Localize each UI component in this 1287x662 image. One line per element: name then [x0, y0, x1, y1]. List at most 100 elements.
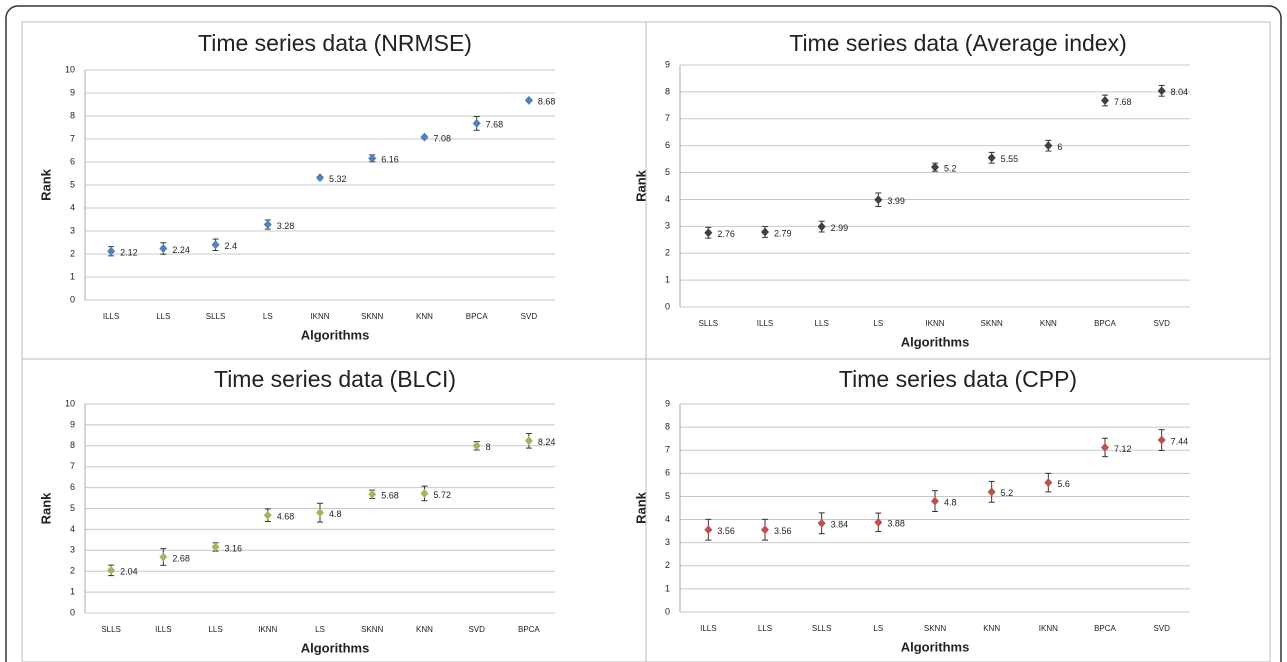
y-tick-label: 8 — [665, 86, 670, 96]
x-tick-label: KNN — [416, 625, 433, 634]
value-label: 2.99 — [831, 223, 849, 233]
data-point — [931, 162, 939, 172]
value-label: 7.68 — [486, 120, 504, 130]
data-point — [263, 510, 272, 520]
y-tick-label: 5 — [665, 491, 670, 501]
y-tick-label: 7 — [70, 461, 75, 471]
x-tick-label: LS — [873, 319, 883, 328]
data-point — [1044, 478, 1053, 488]
y-tick-label: 3 — [665, 221, 670, 231]
x-tick-label: BPCA — [1094, 319, 1116, 328]
data-point — [211, 240, 220, 250]
value-label: 5.6 — [1057, 479, 1070, 489]
value-label: 2.76 — [717, 229, 735, 239]
x-tick-label: ILLS — [155, 625, 171, 634]
data-point — [987, 487, 996, 497]
y-tick-label: 0 — [70, 607, 75, 617]
x-tick-label: SLLS — [812, 624, 832, 633]
x-tick-label: LS — [315, 625, 325, 634]
value-label: 7.68 — [1114, 97, 1132, 107]
x-tick-label: SVD — [521, 312, 538, 321]
y-tick-label: 9 — [70, 87, 75, 97]
y-tick-label: 4 — [665, 194, 670, 204]
data-point — [817, 518, 826, 528]
x-tick-label: LLS — [156, 312, 170, 321]
y-tick-label: 3 — [70, 545, 75, 555]
data-point — [1157, 86, 1166, 96]
x-axis-label: Algorithms — [901, 639, 970, 654]
x-tick-label: ILLS — [103, 312, 119, 321]
value-label: 2.24 — [172, 245, 190, 255]
y-tick-label: 0 — [665, 606, 670, 616]
data-point — [107, 565, 116, 575]
x-tick-label: SVD — [1153, 319, 1170, 328]
value-label: 6.16 — [381, 155, 399, 165]
data-point — [931, 496, 939, 506]
y-tick-label: 3 — [70, 225, 75, 235]
value-label: 3.99 — [887, 196, 905, 206]
data-point — [1044, 141, 1053, 151]
data-point — [874, 517, 883, 527]
data-point — [107, 246, 116, 256]
value-label: 2.79 — [774, 228, 792, 238]
y-tick-label: 9 — [70, 419, 75, 429]
x-tick-label: ILLS — [700, 624, 716, 633]
y-tick-label: 2 — [665, 560, 670, 570]
data-point — [159, 243, 168, 253]
value-label: 5.32 — [329, 174, 347, 184]
y-tick-label: 10 — [65, 398, 75, 408]
x-tick-label: BPCA — [1094, 624, 1116, 633]
data-point — [420, 132, 429, 142]
value-label: 8.24 — [538, 437, 556, 447]
x-tick-label: LLS — [815, 319, 829, 328]
y-axis-label: Rank — [38, 492, 53, 525]
data-point — [211, 542, 220, 552]
y-tick-label: 2 — [665, 248, 670, 258]
value-label: 5.68 — [381, 491, 399, 501]
value-label: 3.84 — [831, 520, 849, 530]
y-tick-label: 1 — [665, 583, 670, 593]
value-label: 3.56 — [717, 526, 735, 536]
data-point — [472, 118, 481, 128]
x-tick-label: BPCA — [466, 312, 488, 321]
data-point — [817, 222, 826, 232]
x-tick-label: SKNN — [981, 319, 1003, 328]
value-label: 5.55 — [1001, 154, 1019, 164]
y-tick-label: 10 — [65, 64, 75, 74]
chart-title: Time series data (NRMSE) — [198, 30, 472, 56]
y-tick-label: 4 — [70, 524, 75, 534]
x-tick-label: KNN — [416, 312, 433, 321]
chart-title: Time series data (Average index) — [789, 30, 1127, 56]
y-tick-label: 6 — [665, 140, 670, 150]
y-axis-label: Rank — [633, 491, 648, 524]
y-tick-label: 7 — [70, 133, 75, 143]
value-label: 2.68 — [172, 553, 190, 563]
x-tick-label: ILLS — [757, 319, 773, 328]
data-point — [1101, 442, 1109, 452]
chart-title: Time series data (BLCI) — [214, 366, 456, 392]
x-tick-label: LLS — [758, 624, 772, 633]
x-tick-label: SKNN — [361, 312, 383, 321]
y-tick-label: 8 — [665, 421, 670, 431]
figure-border — [5, 5, 1282, 662]
x-tick-label: SKNN — [924, 624, 946, 633]
value-label: 5.2 — [944, 164, 957, 174]
y-tick-label: 9 — [665, 398, 670, 408]
y-tick-label: 6 — [70, 482, 75, 492]
data-point — [761, 525, 769, 535]
x-tick-label: KNN — [983, 624, 1000, 633]
x-tick-label: IKNN — [310, 312, 329, 321]
data-point — [761, 227, 769, 237]
y-tick-label: 1 — [70, 271, 75, 281]
value-label: 8.68 — [538, 97, 556, 107]
y-tick-label: 7 — [665, 445, 670, 455]
data-point — [987, 153, 996, 163]
y-tick-label: 5 — [665, 167, 670, 177]
y-tick-label: 6 — [70, 156, 75, 166]
value-label: 2.4 — [225, 241, 238, 251]
value-label: 4.8 — [329, 509, 342, 519]
value-label: 2.12 — [120, 248, 138, 258]
value-label: 7.08 — [433, 134, 451, 144]
y-tick-label: 2 — [70, 248, 75, 258]
value-label: 5.2 — [1001, 488, 1014, 498]
